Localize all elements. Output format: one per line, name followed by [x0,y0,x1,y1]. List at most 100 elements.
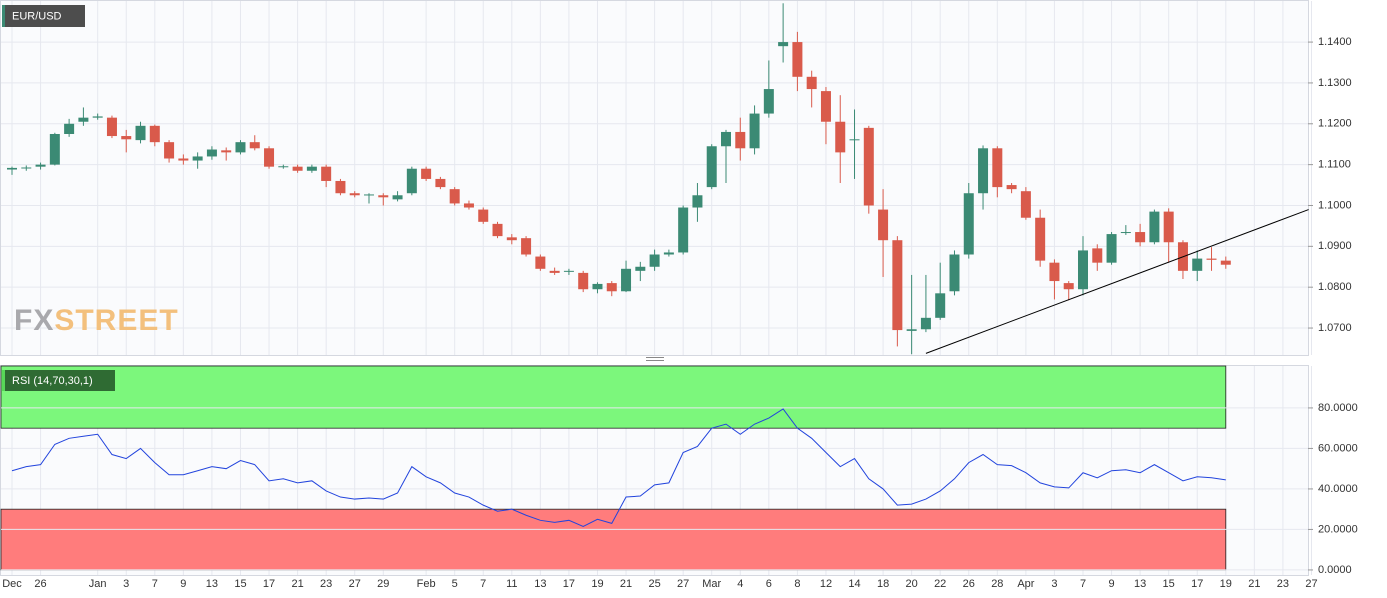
candle-body [192,156,203,161]
candle-body [892,240,903,331]
candle-body [521,238,532,255]
candle-body [178,158,189,161]
x-tick-label: 8 [794,578,800,590]
labels-layer: FXSTREET EUR/USD RSI (14,70,30,1) Dec 26 J… [2,5,1358,590]
x-tick-label: 6 [766,578,772,590]
candle-body [1092,248,1103,263]
candle-body [849,139,860,141]
candle-body [663,252,674,255]
candle-body [206,149,217,157]
candle-body [735,131,746,149]
x-tick-label: 14 [848,578,860,590]
x-tick-label: Apr [1017,578,1034,590]
candle-body [906,329,917,331]
candle-body [678,207,689,253]
candle-body [78,117,89,122]
x-tick-label: 27 [349,578,361,590]
candle-body [306,166,317,171]
candle-body [792,42,803,77]
panel-resize-handle[interactable] [646,357,664,361]
candle-body [292,166,303,171]
x-tick-label: 26 [34,578,46,590]
candle-body [406,168,417,194]
y-tick-label: 1.1100 [1318,159,1351,171]
x-tick-label: 3 [1051,578,1057,590]
candle-body [621,268,632,292]
rsi-title-box [2,370,115,391]
x-tick-label: 13 [206,578,218,590]
candle-body [1063,283,1074,290]
y-tick-label: 0.0000 [1318,564,1352,576]
candle-body [1078,250,1088,290]
x-tick-label: 7 [1080,578,1086,590]
x-tick-label: 25 [648,578,660,590]
candle-body [635,266,646,271]
candle-body [1135,232,1146,243]
candle-body [863,127,874,206]
x-tick-label: 23 [320,578,332,590]
y-tick-label: 1.1200 [1318,118,1352,130]
trendline [925,209,1309,354]
candle-body [492,223,503,237]
x-tick-label: 18 [877,578,889,590]
x-tick-label: 7 [152,578,158,590]
candle-body [1006,185,1017,190]
y-tick-label: 1.1400 [1318,36,1352,48]
title-box [2,5,85,27]
chart-title: EUR/USD [12,10,62,22]
overbought-zone [0,365,1227,429]
x-tick-label: 5 [452,578,458,590]
x-tick-label: 15 [234,578,246,590]
candle-body [963,193,974,255]
rsi-line [11,408,1226,527]
candle-body [435,178,446,188]
x-tick-label: 7 [480,578,486,590]
watermark-fx: FX [14,304,54,337]
candle-body [321,166,332,181]
candle-body [49,133,60,165]
candle-body [92,116,103,118]
watermark-street: STREET [54,304,178,337]
candle-body [121,136,132,140]
candle-body [563,270,574,272]
x-tick-label: 15 [1163,578,1175,590]
candle-body [64,123,75,134]
candle-body [578,272,589,290]
y-tick-label: 60.0000 [1318,442,1358,454]
candle-body [135,125,146,141]
candle-body [806,76,817,90]
candle-body [992,148,1003,188]
x-tick-label: Jan [89,578,107,590]
marks-layer [7,3,1309,527]
x-tick-label: 27 [677,578,689,590]
x-tick-label: 26 [963,578,975,590]
candle-body [535,256,546,269]
candle-body [449,189,460,204]
candle-body [106,117,117,137]
candle-body [1020,191,1031,218]
candle-body [35,164,46,167]
x-tick-label: Mar [702,578,721,590]
candle-body [778,42,789,47]
x-tick-label: 22 [934,578,946,590]
x-tick-label: 21 [620,578,632,590]
x-tick-label: 11 [506,578,517,590]
x-tick-label: 13 [1134,578,1146,590]
candle-body [1149,211,1160,243]
candle-body [506,237,517,241]
y-tick-label: 40.0000 [1318,483,1358,495]
candle-body [1206,258,1217,260]
x-tick-label: 17 [1191,578,1203,590]
candle-body [21,167,32,169]
candle-body [421,168,432,179]
title-box-accent [2,5,5,27]
x-tick-label: 29 [377,578,389,590]
x-tick-label: 27 [1305,578,1317,590]
candle-body [1220,260,1231,265]
y-tick-label: 1.0800 [1318,281,1352,293]
candle-body [349,193,360,196]
oversold-zone [0,508,1227,571]
candle-body [878,209,889,241]
